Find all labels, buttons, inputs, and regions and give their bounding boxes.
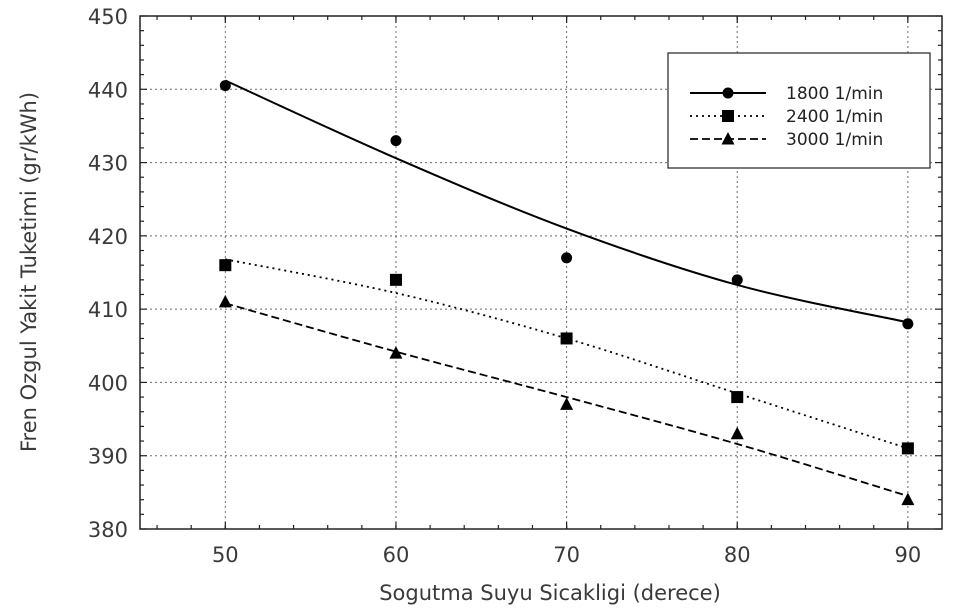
data-point-circle [390, 135, 402, 147]
x-axis-label: Sogutma Suyu Sicakligi (derece) [379, 581, 721, 605]
series-fit-line [224, 79, 909, 324]
y-tick-label: 400 [88, 371, 128, 395]
y-tick-label: 390 [88, 445, 128, 469]
legend-box [667, 52, 931, 169]
data-point-square [560, 332, 573, 345]
y-tick-label: 380 [88, 518, 128, 542]
data-point-square [731, 391, 744, 404]
x-tick-label: 60 [383, 543, 410, 567]
y-tick-label: 430 [88, 152, 128, 176]
y-tick-labels: 380 390 400 410 420 430 440 450 [88, 5, 128, 542]
legend-marker-triangle [721, 132, 735, 145]
series-fit-line [225, 258, 909, 450]
y-tick-label: 410 [88, 298, 128, 322]
x-tick-label: 90 [895, 543, 922, 567]
legend-marker-square [722, 110, 734, 122]
legend-marker-circle [722, 87, 734, 99]
data-point-circle [561, 252, 573, 264]
series-fit-line [225, 302, 909, 497]
y-tick-label: 420 [88, 225, 128, 249]
y-axis-label: Fren Ozgul Yakit Tuketimi (gr/kWh) [17, 92, 41, 452]
data-point-square [219, 259, 232, 272]
x-tick-label: 80 [724, 543, 751, 567]
data-point-square [901, 442, 914, 455]
x-tick-label: 50 [212, 543, 239, 567]
y-tick-label: 450 [88, 5, 128, 29]
data-point-circle [219, 80, 231, 92]
data-point-triangle [389, 346, 403, 359]
series [218, 79, 915, 506]
legend: 1800 1/min 2400 1/min 3000 1/min [667, 52, 931, 169]
data-point-triangle [730, 426, 744, 440]
legend-entry: 3000 1/min [690, 130, 883, 150]
plot-frame [139, 15, 943, 530]
series-triangle [218, 294, 915, 506]
data-point-triangle [218, 294, 232, 308]
x-tick-label: 70 [553, 543, 580, 567]
data-point-square [389, 273, 402, 286]
legend-entry: 1800 1/min [690, 84, 883, 104]
legend-label: 2400 1/min [786, 107, 883, 127]
x-tick-labels: 50 60 70 80 90 [212, 543, 921, 567]
data-point-circle [902, 318, 914, 330]
legend-label: 3000 1/min [786, 130, 883, 150]
y-tick-label: 440 [88, 78, 128, 102]
data-point-triangle [901, 492, 915, 506]
series-square [219, 258, 914, 455]
legend-label: 1800 1/min [786, 84, 883, 104]
legend-entry: 2400 1/min [690, 107, 883, 127]
series-circle [219, 79, 914, 330]
data-point-circle [731, 274, 743, 286]
legend-entries: 1800 1/min 2400 1/min 3000 1/min [690, 84, 883, 150]
data-point-triangle [560, 397, 574, 410]
